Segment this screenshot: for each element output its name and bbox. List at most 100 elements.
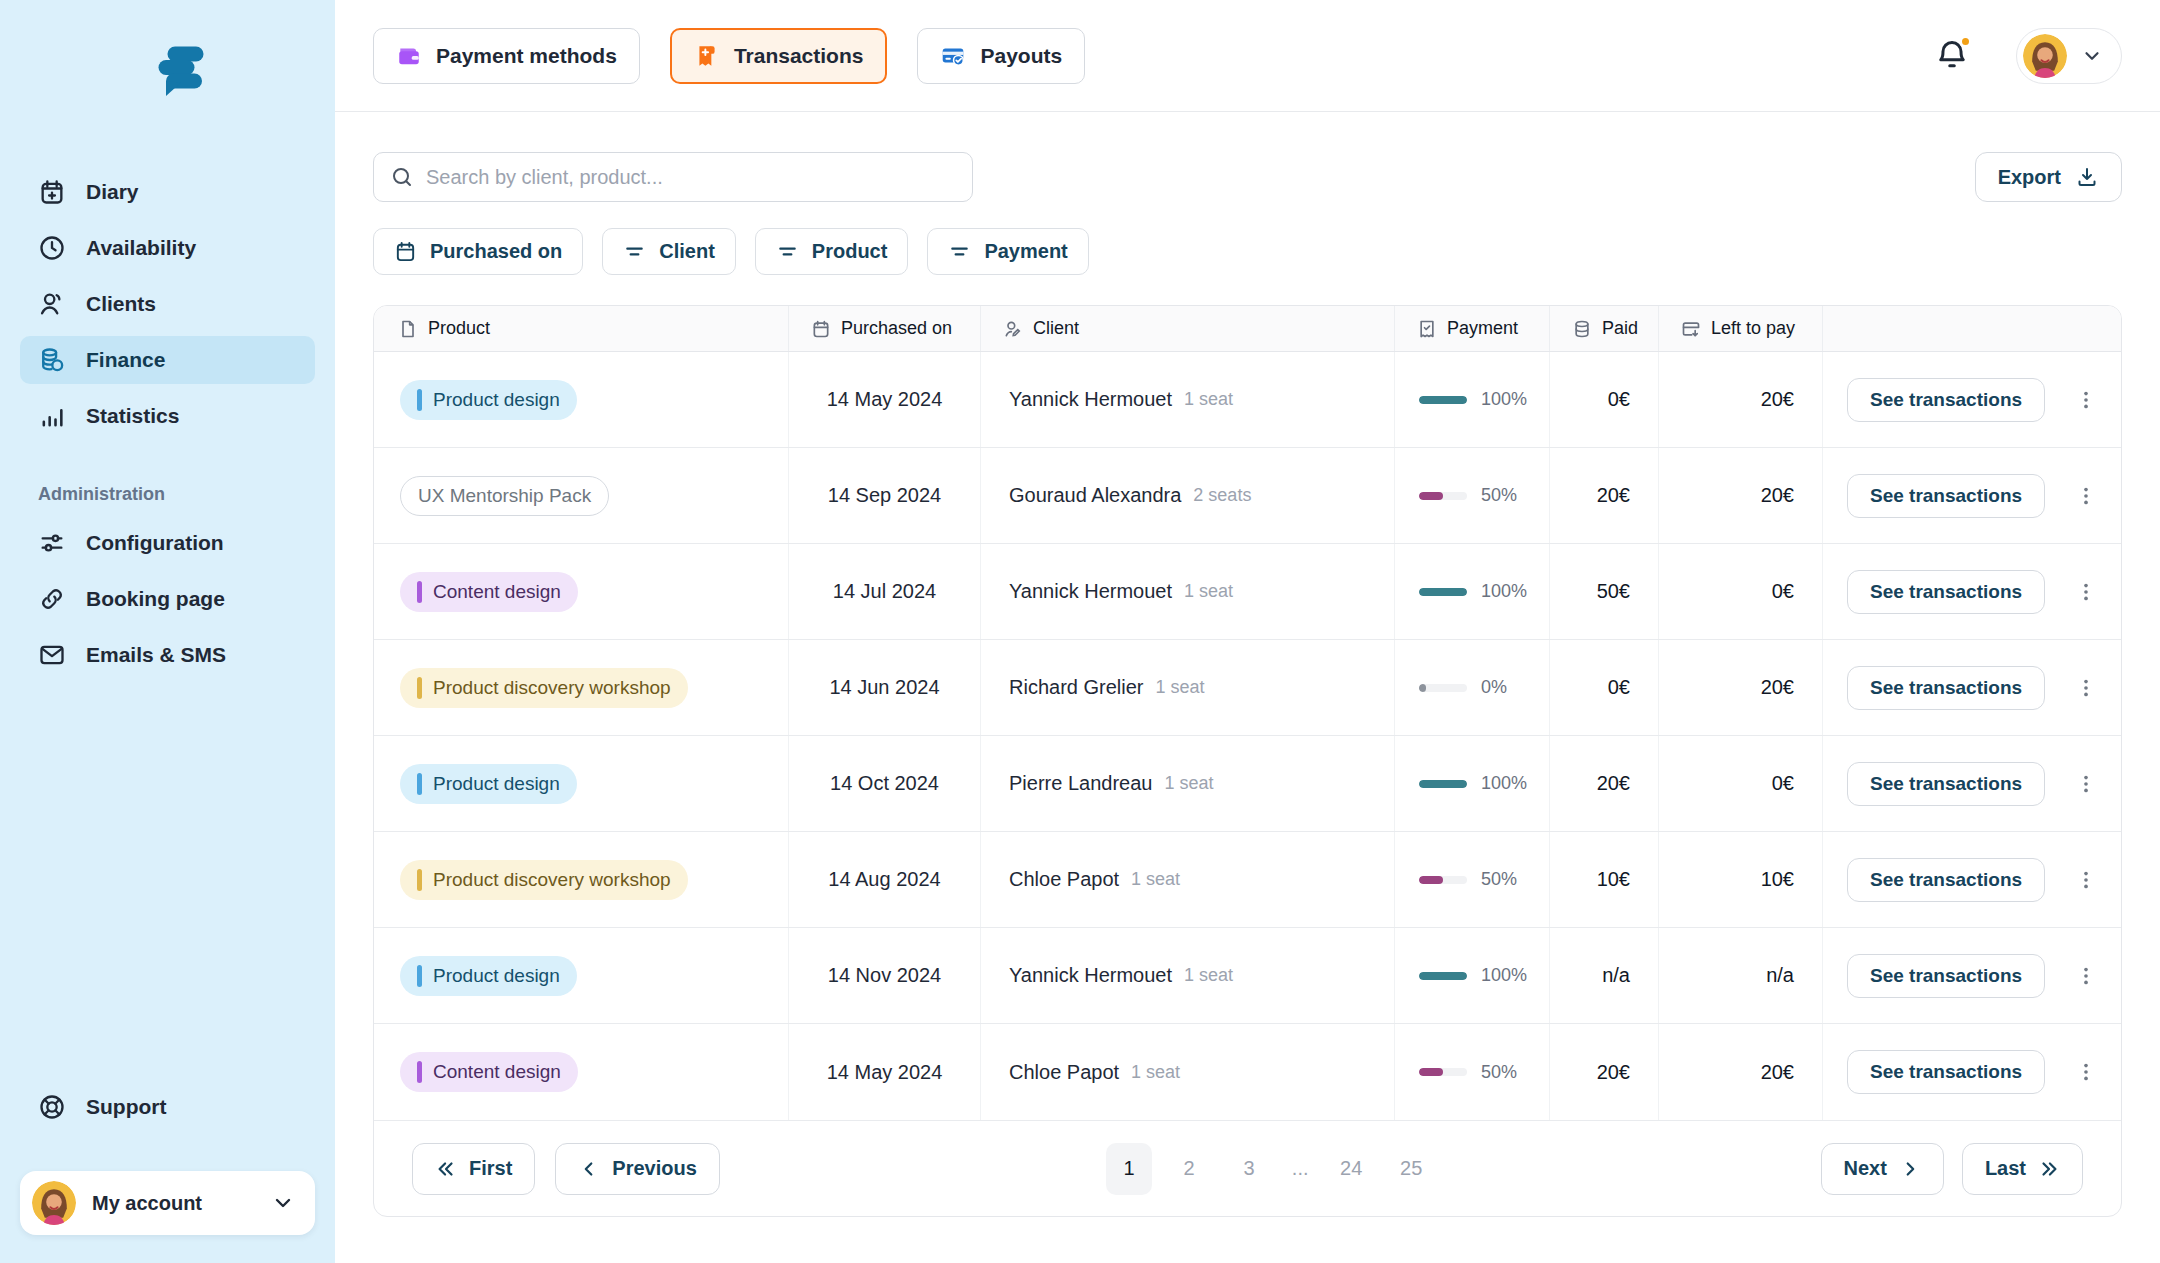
filter-product[interactable]: Product: [755, 228, 909, 275]
see-transactions-button[interactable]: See transactions: [1847, 858, 2045, 902]
filter-label: Purchased on: [430, 240, 562, 263]
sidebar-item-clients[interactable]: Clients: [20, 280, 315, 328]
seat-count: 1 seat: [1184, 389, 1233, 410]
purchased-on-date: 14 May 2024: [788, 1024, 980, 1120]
see-transactions-button[interactable]: See transactions: [1847, 666, 2045, 710]
product-badge: UX Mentorship Pack: [400, 476, 609, 516]
filter-purchased-on[interactable]: Purchased on: [373, 228, 583, 275]
payment-progress-bar: [1419, 972, 1467, 980]
seat-count: 1 seat: [1184, 581, 1233, 602]
table-row: Product discovery workshop 14 Jun 2024 R…: [374, 640, 2121, 736]
product-badge: Product discovery workshop: [400, 668, 688, 708]
product-name: Product design: [433, 965, 560, 987]
sidebar-item-label: Support: [86, 1095, 166, 1119]
payment-progress-fill: [1419, 396, 1467, 404]
tab-transactions[interactable]: Transactions: [670, 28, 888, 84]
see-transactions-button[interactable]: See transactions: [1847, 1050, 2045, 1094]
page-number[interactable]: 1: [1106, 1143, 1152, 1195]
payment-percent: 50%: [1481, 869, 1517, 890]
badge-color-bar: [417, 869, 422, 891]
column-header-actions: [1822, 306, 2121, 351]
sidebar-item-label: Diary: [86, 180, 139, 204]
payment-progress-bar: [1419, 588, 1467, 596]
client-name: Yannick Hermouet: [1009, 388, 1172, 411]
kebab-menu-button[interactable]: [2069, 479, 2103, 513]
sidebar-item-label: Emails & SMS: [86, 643, 226, 667]
export-button[interactable]: Export: [1975, 152, 2122, 202]
chevron-down-icon: [2081, 45, 2103, 67]
purchased-on-date: 14 Sep 2024: [788, 448, 980, 543]
topbar: Payment methods Transactions: [335, 0, 2160, 112]
kebab-menu-button[interactable]: [2069, 575, 2103, 609]
filter-client[interactable]: Client: [602, 228, 736, 275]
my-account-button[interactable]: My account: [20, 1171, 315, 1235]
badge-color-bar: [417, 965, 422, 987]
table-row: Content design 14 May 2024 Chloe Papot 1…: [374, 1024, 2121, 1120]
payment-progress-bar: [1419, 684, 1467, 692]
previous-page-button[interactable]: Previous: [555, 1143, 719, 1195]
see-transactions-button[interactable]: See transactions: [1847, 762, 2045, 806]
sidebar-item-label: Booking page: [86, 587, 225, 611]
page-number[interactable]: 24: [1328, 1143, 1374, 1195]
seat-count: 1 seat: [1131, 869, 1180, 890]
left-to-pay-amount: n/a: [1658, 928, 1822, 1023]
see-transactions-button[interactable]: See transactions: [1847, 378, 2045, 422]
account-menu-button[interactable]: [2016, 28, 2122, 84]
payment-progress-bar: [1419, 396, 1467, 404]
sidebar-item-finance[interactable]: Finance: [20, 336, 315, 384]
page-number[interactable]: 2: [1166, 1143, 1212, 1195]
double-chevron-right-icon: [2038, 1158, 2060, 1180]
kebab-menu-button[interactable]: [2069, 767, 2103, 801]
kebab-menu-button[interactable]: [2069, 863, 2103, 897]
table-row: Product discovery workshop 14 Aug 2024 C…: [374, 832, 2121, 928]
kebab-icon: [2075, 581, 2097, 603]
table-row: Product design 14 May 2024 Yannick Hermo…: [374, 352, 2121, 448]
see-transactions-button[interactable]: See transactions: [1847, 954, 2045, 998]
badge-color-bar: [417, 1061, 422, 1083]
sidebar-item-emails-sms[interactable]: Emails & SMS: [20, 631, 315, 679]
table-row: Product design 14 Oct 2024 Pierre Landre…: [374, 736, 2121, 832]
last-page-button[interactable]: Last: [1962, 1143, 2083, 1195]
search-input[interactable]: [426, 166, 956, 189]
sidebar-item-configuration[interactable]: Configuration: [20, 519, 315, 567]
seat-count: 1 seat: [1131, 1062, 1180, 1083]
filter-lines-icon: [948, 240, 971, 263]
column-header-payment: Payment: [1394, 306, 1549, 351]
see-transactions-button[interactable]: See transactions: [1847, 474, 2045, 518]
tab-payouts[interactable]: Payouts: [917, 28, 1085, 84]
paid-amount: n/a: [1549, 928, 1658, 1023]
kebab-menu-button[interactable]: [2069, 959, 2103, 993]
filter-lines-icon: [776, 240, 799, 263]
payment-progress-bar: [1419, 1068, 1467, 1076]
notifications-button[interactable]: [1934, 38, 1970, 74]
transactions-table: Product Purchased on: [373, 305, 2122, 1217]
page-number[interactable]: 25: [1388, 1143, 1434, 1195]
sidebar-item-label: Clients: [86, 292, 156, 316]
main-area: Payment methods Transactions: [335, 0, 2160, 1263]
purchased-on-date: 14 May 2024: [788, 352, 980, 447]
client-name: Gouraud Alexandra: [1009, 484, 1181, 507]
sidebar-item-statistics[interactable]: Statistics: [20, 392, 315, 440]
sidebar-item-booking-page[interactable]: Booking page: [20, 575, 315, 623]
sidebar-item-support[interactable]: Support: [20, 1083, 315, 1131]
filter-label: Product: [812, 240, 888, 263]
kebab-menu-button[interactable]: [2069, 1055, 2103, 1089]
table-row: UX Mentorship Pack 14 Sep 2024 Gouraud A…: [374, 448, 2121, 544]
next-page-button[interactable]: Next: [1821, 1143, 1944, 1195]
kebab-menu-button[interactable]: [2069, 383, 2103, 417]
see-transactions-button[interactable]: See transactions: [1847, 570, 2045, 614]
search-box: [373, 152, 973, 202]
filter-payment[interactable]: Payment: [927, 228, 1088, 275]
kebab-menu-button[interactable]: [2069, 671, 2103, 705]
page-number[interactable]: 3: [1226, 1143, 1272, 1195]
payment-percent: 100%: [1481, 773, 1527, 794]
tab-payment-methods[interactable]: Payment methods: [373, 28, 640, 84]
payment-progress-fill: [1419, 876, 1443, 884]
client-name: Yannick Hermouet: [1009, 580, 1172, 603]
sidebar-item-availability[interactable]: Availability: [20, 224, 315, 272]
first-page-button[interactable]: First: [412, 1143, 535, 1195]
table-row: Content design 14 Jul 2024 Yannick Hermo…: [374, 544, 2121, 640]
sidebar-item-diary[interactable]: Diary: [20, 168, 315, 216]
column-header-product: Product: [374, 306, 788, 351]
payment-percent: 100%: [1481, 581, 1527, 602]
